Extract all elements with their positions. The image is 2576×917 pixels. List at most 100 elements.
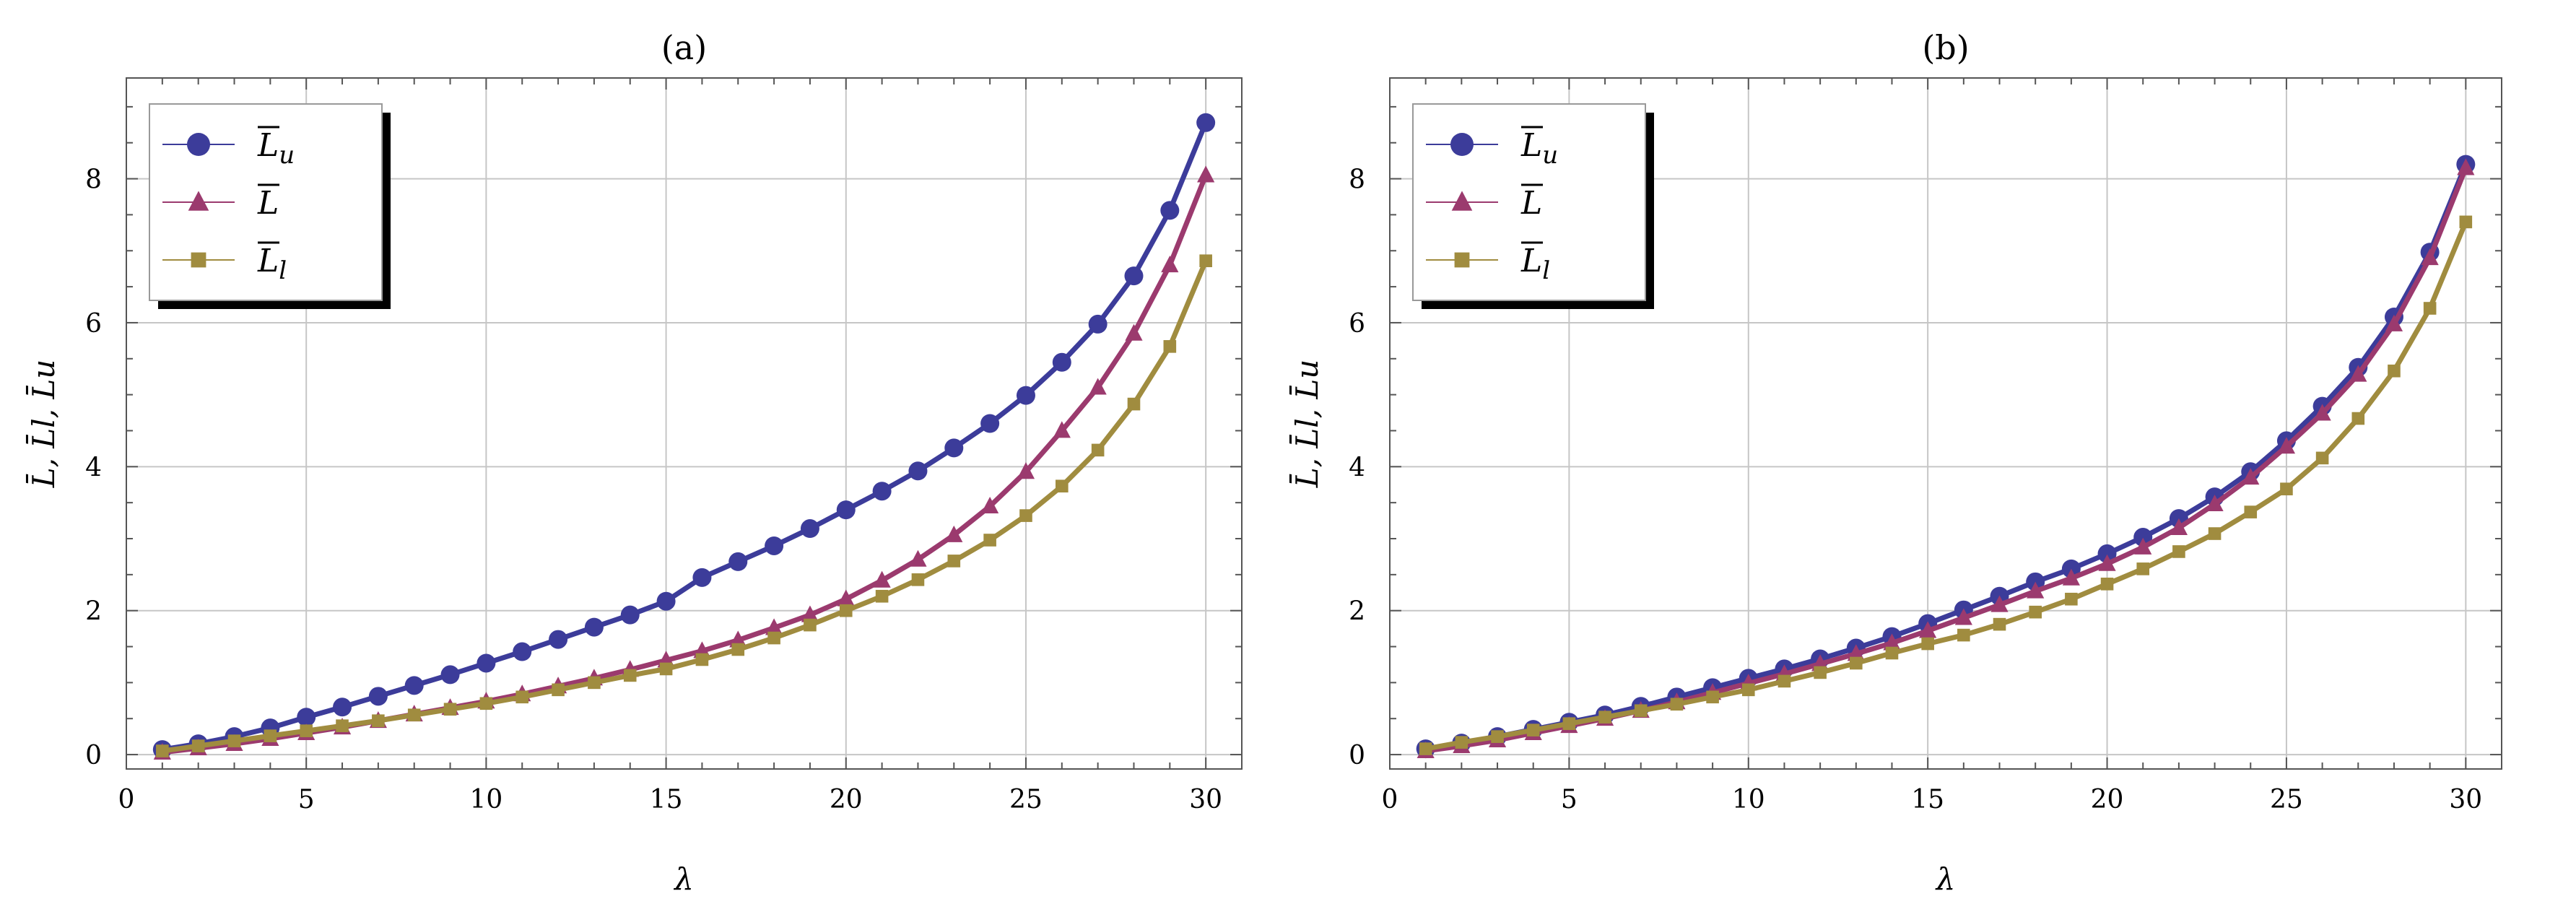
y-tick-label: 6 (85, 309, 102, 339)
data-point-upper (1160, 201, 1180, 220)
data-point-lower (2029, 605, 2042, 619)
data-point-lower (2136, 562, 2150, 575)
panel-title: (b) (1922, 28, 1969, 67)
legend-label: L (257, 185, 279, 222)
data-point-lower (1957, 628, 1970, 642)
legend-label-main: L (257, 243, 279, 279)
data-point-lower (1850, 656, 1863, 670)
data-point-mean (909, 549, 927, 567)
y-tick-label: 4 (85, 453, 102, 482)
data-point-mean (2134, 537, 2152, 555)
data-point-lower (1127, 397, 1141, 411)
data-point-upper (944, 438, 964, 458)
data-point-lower (156, 744, 169, 757)
data-point-lower (2388, 364, 2401, 378)
data-point-upper (297, 708, 316, 727)
data-point-mean (1990, 595, 2009, 612)
data-point-upper (549, 630, 568, 649)
data-point-lower (767, 631, 780, 645)
data-point-mean (2206, 494, 2224, 512)
data-point-lower (839, 604, 853, 617)
data-point-mean (2277, 437, 2296, 454)
panel-title: (a) (661, 28, 707, 67)
legend-label-main: L (1520, 243, 1542, 279)
data-point-lower (191, 739, 205, 752)
data-point-mean (1919, 621, 1937, 638)
data-point-lower (2423, 302, 2437, 315)
data-point-lower (1777, 674, 1791, 688)
legend-marker-upper (1450, 133, 1474, 156)
data-point-mean (945, 525, 963, 542)
y-tick-label: 2 (85, 597, 102, 627)
x-tick-label: 25 (2270, 785, 2303, 814)
data-point-lower (2351, 412, 2365, 425)
x-tick-label: 30 (1189, 785, 1222, 814)
data-point-upper (765, 536, 784, 555)
data-point-mean (873, 570, 891, 588)
legend-label-main: L (1520, 185, 1542, 222)
data-point-upper (1016, 386, 1035, 405)
x-tick-label: 20 (2091, 785, 2124, 814)
x-tick-label: 10 (469, 785, 502, 814)
data-point-lower (2208, 527, 2222, 540)
data-point-lower (2315, 451, 2329, 465)
data-point-upper (1052, 352, 1071, 372)
data-point-lower (875, 589, 889, 603)
y-tick-label: 8 (85, 165, 102, 195)
data-point-lower (1634, 704, 1648, 718)
data-point-lower (947, 555, 961, 568)
data-point-mean (765, 618, 783, 635)
data-point-lower (1455, 736, 1468, 749)
data-point-lower (1199, 254, 1212, 268)
x-tick-label: 15 (650, 785, 683, 814)
legend-label: Ll (257, 243, 287, 285)
data-point-lower (1526, 723, 1540, 736)
y-tick-label: 8 (1349, 165, 1365, 195)
legend-marker-mean (188, 191, 209, 211)
data-point-mean (1017, 462, 1035, 479)
data-point-lower (300, 724, 313, 737)
data-point-lower (479, 697, 493, 710)
data-point-mean (1053, 421, 1071, 438)
legend-label-sub: u (1542, 141, 1558, 170)
data-point-lower (911, 573, 925, 586)
data-point-mean (729, 630, 747, 648)
data-point-mean (2421, 248, 2439, 266)
data-point-mean (837, 589, 855, 607)
data-point-mean (1883, 633, 1901, 651)
legend-label-sub: l (279, 256, 287, 285)
legend-label: L (1520, 185, 1542, 222)
legend-marker-lower (191, 252, 206, 268)
data-point-upper (477, 653, 496, 673)
data-point-mean (2313, 404, 2331, 421)
y-tick-label: 0 (1349, 741, 1365, 770)
data-point-upper (620, 605, 640, 625)
data-point-lower (443, 703, 457, 716)
data-point-mean (1161, 255, 1179, 273)
data-point-upper (2097, 544, 2117, 563)
data-point-mean (2098, 554, 2116, 571)
data-point-upper (908, 461, 928, 481)
data-point-lower (1019, 509, 1032, 522)
data-point-lower (336, 719, 349, 732)
data-point-mean (1197, 165, 1215, 183)
x-tick-label: 0 (1382, 785, 1398, 814)
data-point-lower (1670, 697, 1684, 711)
data-point-upper (692, 568, 712, 587)
data-point-upper (836, 500, 856, 520)
data-point-lower (1091, 443, 1105, 457)
data-point-mean (2062, 568, 2080, 586)
data-point-lower (1706, 690, 1719, 704)
x-tick-label: 30 (2449, 785, 2482, 814)
data-point-lower (1562, 717, 1576, 730)
legend-label: Ll (1520, 243, 1550, 285)
y-tick-label: 2 (1349, 597, 1365, 627)
x-tick-label: 25 (1009, 785, 1043, 814)
data-point-lower (2280, 482, 2293, 496)
data-point-mean (2242, 468, 2260, 485)
data-point-upper (656, 591, 676, 611)
legend-label-sub: l (1542, 256, 1550, 285)
data-point-lower (1814, 666, 1827, 679)
data-point-mean (2457, 158, 2475, 175)
